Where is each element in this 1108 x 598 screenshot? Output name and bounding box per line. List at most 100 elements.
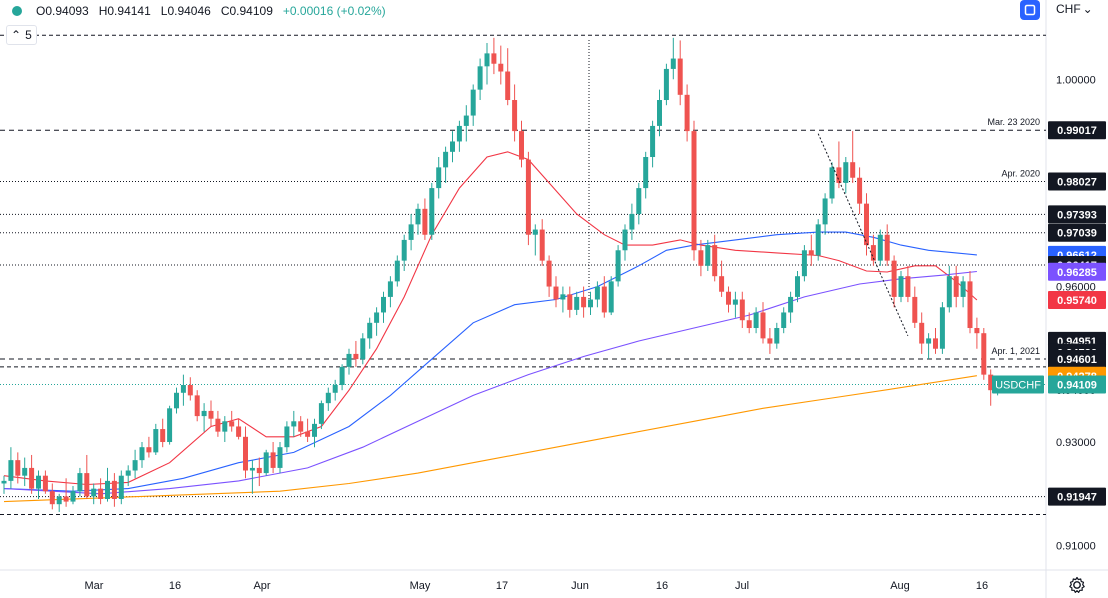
candle-body bbox=[788, 296, 794, 313]
x-tick-label: 16 bbox=[656, 580, 668, 592]
candle bbox=[795, 271, 800, 303]
candle bbox=[781, 307, 787, 334]
candle bbox=[643, 151, 649, 199]
candle-body bbox=[70, 491, 76, 502]
candle bbox=[912, 286, 918, 329]
high-value: H0.94141 bbox=[98, 4, 151, 18]
candle bbox=[381, 291, 386, 323]
candle-body bbox=[243, 436, 248, 471]
moving-average-line bbox=[3, 270, 977, 495]
candle bbox=[236, 418, 242, 440]
candle bbox=[732, 291, 738, 318]
candle-body bbox=[815, 224, 821, 256]
candle-body bbox=[898, 276, 904, 297]
candle bbox=[263, 449, 269, 476]
candle-body bbox=[463, 115, 469, 126]
candle-body bbox=[263, 452, 269, 474]
candle-body bbox=[774, 328, 780, 344]
candle-body bbox=[698, 250, 704, 266]
price-label-bg bbox=[1048, 291, 1106, 310]
candle bbox=[753, 307, 759, 334]
symbol-tag-text: USDCHF bbox=[995, 380, 1041, 392]
candle-body bbox=[822, 198, 828, 225]
candle-body bbox=[332, 385, 338, 393]
candle-body bbox=[953, 276, 959, 297]
price-label-bg bbox=[1048, 121, 1106, 140]
candle bbox=[677, 40, 683, 106]
symbol-tag-bg bbox=[992, 375, 1044, 394]
candle-body bbox=[187, 385, 193, 396]
candle bbox=[553, 276, 559, 308]
candle bbox=[926, 333, 932, 360]
candle bbox=[346, 348, 352, 375]
candle-body bbox=[801, 250, 807, 277]
y-tick-label: 1.00000 bbox=[1056, 74, 1096, 86]
price-label-bg bbox=[1048, 223, 1106, 242]
gear-icon[interactable] bbox=[1066, 574, 1088, 596]
candle bbox=[919, 312, 925, 354]
candle-body bbox=[201, 410, 207, 417]
price-label-bg bbox=[1048, 487, 1106, 506]
candle bbox=[174, 387, 179, 414]
candle bbox=[698, 239, 704, 277]
candle-body bbox=[512, 100, 518, 132]
candle bbox=[788, 291, 794, 323]
candle-body bbox=[767, 338, 773, 344]
candle-body bbox=[77, 473, 83, 492]
candle bbox=[588, 291, 593, 316]
ohlc-legend: O0.94093 H0.94141 L0.94046 C0.94109 +0.0… bbox=[0, 0, 396, 22]
candle bbox=[470, 84, 476, 126]
candle-body bbox=[443, 151, 449, 168]
candle-body bbox=[456, 125, 462, 142]
price-label-text: 0.98027 bbox=[1057, 177, 1097, 189]
candle-body bbox=[374, 312, 380, 323]
candle-body bbox=[174, 392, 179, 409]
candle bbox=[111, 473, 117, 507]
candle bbox=[374, 307, 380, 336]
candle bbox=[180, 374, 186, 406]
candle-body bbox=[588, 299, 593, 308]
candle-body bbox=[160, 429, 166, 443]
candle bbox=[146, 436, 152, 458]
y-tick-label: 0.96000 bbox=[1056, 282, 1096, 294]
candle bbox=[960, 276, 966, 308]
chevron-down-icon: ⌄ bbox=[1082, 2, 1093, 16]
candle bbox=[194, 390, 200, 422]
candle bbox=[105, 467, 110, 502]
candle-body bbox=[677, 58, 683, 95]
candle bbox=[139, 442, 145, 468]
candle-body bbox=[401, 239, 407, 261]
candle-body bbox=[429, 188, 435, 235]
candle bbox=[325, 387, 331, 411]
candle bbox=[622, 224, 628, 261]
object-tree-button[interactable] bbox=[1020, 0, 1040, 20]
candle bbox=[229, 410, 235, 432]
price-label-text: 0.97039 bbox=[1057, 228, 1097, 240]
candle-body bbox=[346, 353, 352, 367]
interval-selector[interactable]: ⌃ 5 bbox=[6, 25, 37, 45]
price-label-text: 0.94109 bbox=[1057, 380, 1097, 392]
open-value: O0.94093 bbox=[36, 4, 89, 18]
candle bbox=[270, 442, 276, 474]
trend-line bbox=[817, 133, 909, 336]
candle bbox=[822, 193, 828, 235]
candle-body bbox=[746, 320, 752, 329]
candle bbox=[36, 470, 41, 500]
candle-body bbox=[270, 452, 276, 468]
candle-body bbox=[974, 328, 980, 334]
candle bbox=[77, 467, 83, 497]
x-tick-label: Jun bbox=[571, 580, 589, 592]
x-tick-label: Aug bbox=[890, 580, 910, 592]
candle bbox=[525, 151, 531, 246]
candle-body bbox=[967, 281, 973, 329]
candle bbox=[318, 400, 324, 430]
candle bbox=[746, 312, 752, 334]
candle-body bbox=[477, 66, 483, 90]
candle bbox=[360, 333, 366, 365]
candle bbox=[512, 84, 518, 142]
candle-body bbox=[760, 312, 766, 339]
currency-selector[interactable]: CHF ⌄ bbox=[1056, 0, 1093, 18]
candle bbox=[477, 58, 483, 101]
candle-body bbox=[111, 480, 117, 500]
